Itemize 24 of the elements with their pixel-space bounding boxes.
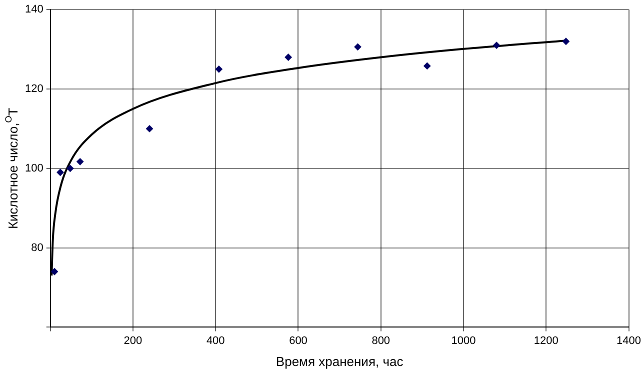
y-tick-label: 140 xyxy=(24,4,44,16)
point xyxy=(66,164,74,172)
point xyxy=(56,168,64,176)
x-tick-label: 600 xyxy=(289,334,308,347)
point xyxy=(284,54,292,61)
point xyxy=(50,268,58,276)
x-tick-label: 1400 xyxy=(616,334,642,347)
y-tick-label: 80 xyxy=(31,242,44,254)
y-axis-title: Кислотное число,OТ xyxy=(3,108,21,230)
x-tick-label: 1000 xyxy=(451,334,476,347)
point xyxy=(424,62,431,70)
y-tick-label: 100 xyxy=(24,162,44,174)
x-axis-title: Время хранения, час xyxy=(276,354,404,369)
point xyxy=(76,158,84,166)
point xyxy=(215,66,222,73)
y-tick-label: 120 xyxy=(24,83,44,96)
x-tick-label: 400 xyxy=(206,334,225,347)
x-tick-label: 800 xyxy=(372,334,390,347)
point xyxy=(146,125,154,132)
x-tick-label: 1200 xyxy=(534,334,558,347)
x-tick-label: 200 xyxy=(124,334,142,347)
point xyxy=(493,42,500,49)
point xyxy=(354,43,362,50)
point xyxy=(562,38,570,45)
